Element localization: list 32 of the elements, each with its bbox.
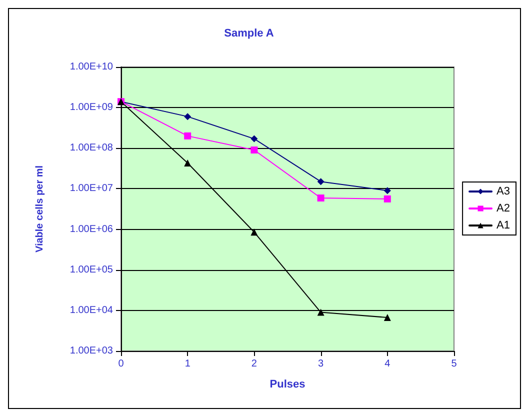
point — [250, 135, 258, 142]
y-axis-title: Viable cells per ml — [34, 165, 46, 253]
point — [317, 308, 324, 316]
x-tick-label: 5 — [451, 358, 458, 370]
y-tick-label: 1.00E+05 — [70, 264, 114, 276]
legend-label: A1 — [496, 220, 510, 232]
point — [317, 194, 324, 202]
x-tick-label: 4 — [384, 358, 391, 370]
point — [384, 187, 391, 194]
y-tick-label: 1.00E+03 — [70, 346, 114, 356]
y-tick-label: 1.00E+08 — [70, 142, 114, 154]
chart-title: Sample A — [224, 28, 274, 40]
point — [184, 113, 192, 120]
legend-label: A3 — [496, 186, 510, 198]
point — [384, 314, 391, 321]
legend-label: A2 — [496, 202, 510, 214]
point — [184, 132, 192, 140]
x-tick-label: 2 — [251, 358, 258, 370]
point — [250, 228, 258, 236]
y-tick-label: 1.00E+07 — [70, 183, 114, 194]
y-tick-label: 1.00E+10 — [70, 62, 114, 72]
y-tick-label: 1.00E+04 — [70, 304, 114, 316]
point — [184, 160, 192, 167]
x-tick-label: 3 — [318, 358, 324, 370]
x-tick-label: 1 — [184, 358, 191, 370]
y-tick-label: 1.00E+09 — [70, 102, 114, 114]
point — [384, 195, 391, 202]
point — [250, 146, 258, 154]
x-axis-title: Pulses — [270, 378, 306, 390]
y-tick-label: 1.00E+06 — [70, 224, 114, 235]
x-tick-label: 0 — [118, 358, 124, 370]
point — [317, 178, 324, 186]
